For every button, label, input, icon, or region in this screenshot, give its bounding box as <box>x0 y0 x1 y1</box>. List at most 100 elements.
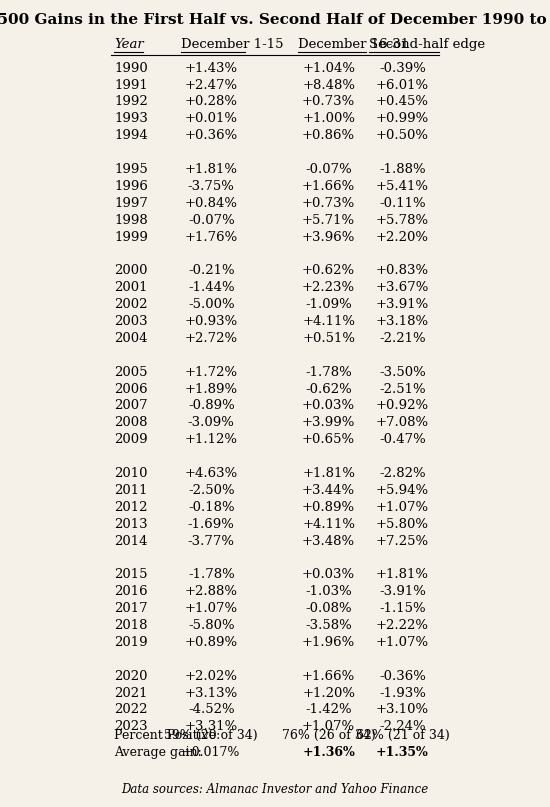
Text: 1992: 1992 <box>114 95 148 108</box>
Text: +1.36%: +1.36% <box>302 746 355 759</box>
Text: 1998: 1998 <box>114 214 148 227</box>
Text: +2.02%: +2.02% <box>185 670 238 683</box>
Text: +0.45%: +0.45% <box>376 95 429 108</box>
Text: +7.08%: +7.08% <box>376 416 429 429</box>
Text: 2010: 2010 <box>114 467 147 480</box>
Text: 2006: 2006 <box>114 383 147 395</box>
Text: -0.07%: -0.07% <box>188 214 235 227</box>
Text: -3.09%: -3.09% <box>188 416 235 429</box>
Text: +1.72%: +1.72% <box>185 366 238 378</box>
Text: +4.63%: +4.63% <box>185 467 238 480</box>
Text: 2003: 2003 <box>114 315 147 328</box>
Text: +0.017%: +0.017% <box>182 746 240 759</box>
Text: +0.03%: +0.03% <box>302 399 355 412</box>
Text: +3.48%: +3.48% <box>302 534 355 548</box>
Text: +1.07%: +1.07% <box>185 602 238 615</box>
Text: -0.47%: -0.47% <box>379 433 426 446</box>
Text: -3.75%: -3.75% <box>188 180 235 193</box>
Text: +0.50%: +0.50% <box>376 129 429 142</box>
Text: Second-half edge: Second-half edge <box>369 38 485 51</box>
Text: +3.96%: +3.96% <box>302 231 355 244</box>
Text: +3.18%: +3.18% <box>376 315 429 328</box>
Text: 2000: 2000 <box>114 265 147 278</box>
Text: -3.77%: -3.77% <box>188 534 235 548</box>
Text: +1.00%: +1.00% <box>302 112 355 125</box>
Text: +4.11%: +4.11% <box>302 518 355 531</box>
Text: +0.62%: +0.62% <box>302 265 355 278</box>
Text: December 1-15: December 1-15 <box>181 38 284 51</box>
Text: -1.69%: -1.69% <box>188 518 235 531</box>
Text: 2002: 2002 <box>114 298 147 312</box>
Text: +2.72%: +2.72% <box>185 332 238 345</box>
Text: +3.31%: +3.31% <box>185 721 238 734</box>
Text: +1.35%: +1.35% <box>376 746 429 759</box>
Text: -3.91%: -3.91% <box>379 585 426 598</box>
Text: +1.81%: +1.81% <box>302 467 355 480</box>
Text: -0.11%: -0.11% <box>379 197 426 210</box>
Text: +0.86%: +0.86% <box>302 129 355 142</box>
Text: +3.10%: +3.10% <box>376 704 429 717</box>
Text: -0.21%: -0.21% <box>188 265 235 278</box>
Text: 59% (20 of 34): 59% (20 of 34) <box>164 729 258 742</box>
Text: +2.47%: +2.47% <box>185 78 238 91</box>
Text: +0.01%: +0.01% <box>185 112 238 125</box>
Text: -3.50%: -3.50% <box>379 366 426 378</box>
Text: 2021: 2021 <box>114 687 147 700</box>
Text: 1995: 1995 <box>114 163 148 176</box>
Text: 2014: 2014 <box>114 534 147 548</box>
Text: -2.24%: -2.24% <box>379 721 426 734</box>
Text: December 16-31: December 16-31 <box>299 38 410 51</box>
Text: -0.62%: -0.62% <box>305 383 352 395</box>
Text: -5.80%: -5.80% <box>188 619 235 632</box>
Text: +4.11%: +4.11% <box>302 315 355 328</box>
Text: +3.91%: +3.91% <box>376 298 429 312</box>
Text: +5.78%: +5.78% <box>376 214 429 227</box>
Text: 76% (26 of 34): 76% (26 of 34) <box>282 729 376 742</box>
Text: 2019: 2019 <box>114 636 147 649</box>
Text: 62% (21 of 34): 62% (21 of 34) <box>355 729 449 742</box>
Text: +1.04%: +1.04% <box>302 61 355 75</box>
Text: +1.96%: +1.96% <box>302 636 355 649</box>
Text: -2.50%: -2.50% <box>188 484 235 497</box>
Text: S&P 500 Gains in the First Half vs. Second Half of December 1990 to 2023: S&P 500 Gains in the First Half vs. Seco… <box>0 14 550 27</box>
Text: -1.15%: -1.15% <box>379 602 426 615</box>
Text: 2013: 2013 <box>114 518 147 531</box>
Text: +1.20%: +1.20% <box>302 687 355 700</box>
Text: 2008: 2008 <box>114 416 147 429</box>
Text: +0.83%: +0.83% <box>376 265 429 278</box>
Text: +1.81%: +1.81% <box>185 163 238 176</box>
Text: 2023: 2023 <box>114 721 147 734</box>
Text: +3.67%: +3.67% <box>376 282 429 295</box>
Text: +2.88%: +2.88% <box>185 585 238 598</box>
Text: +0.84%: +0.84% <box>185 197 238 210</box>
Text: 2009: 2009 <box>114 433 147 446</box>
Text: +0.51%: +0.51% <box>302 332 355 345</box>
Text: +1.07%: +1.07% <box>376 636 429 649</box>
Text: Year: Year <box>114 38 144 51</box>
Text: -2.82%: -2.82% <box>379 467 426 480</box>
Text: +1.66%: +1.66% <box>302 670 355 683</box>
Text: +1.07%: +1.07% <box>302 721 355 734</box>
Text: +7.25%: +7.25% <box>376 534 429 548</box>
Text: 1990: 1990 <box>114 61 148 75</box>
Text: 2001: 2001 <box>114 282 147 295</box>
Text: +1.66%: +1.66% <box>302 180 355 193</box>
Text: -3.58%: -3.58% <box>305 619 352 632</box>
Text: +0.28%: +0.28% <box>185 95 238 108</box>
Text: +0.89%: +0.89% <box>185 636 238 649</box>
Text: +0.99%: +0.99% <box>376 112 429 125</box>
Text: -1.88%: -1.88% <box>379 163 426 176</box>
Text: +0.93%: +0.93% <box>185 315 238 328</box>
Text: 1993: 1993 <box>114 112 148 125</box>
Text: -1.44%: -1.44% <box>188 282 235 295</box>
Text: 1996: 1996 <box>114 180 148 193</box>
Text: 2020: 2020 <box>114 670 147 683</box>
Text: +2.22%: +2.22% <box>376 619 429 632</box>
Text: +0.73%: +0.73% <box>302 95 355 108</box>
Text: -1.93%: -1.93% <box>379 687 426 700</box>
Text: +0.03%: +0.03% <box>302 568 355 581</box>
Text: +3.44%: +3.44% <box>302 484 355 497</box>
Text: -1.42%: -1.42% <box>305 704 352 717</box>
Text: +5.71%: +5.71% <box>302 214 355 227</box>
Text: +5.41%: +5.41% <box>376 180 429 193</box>
